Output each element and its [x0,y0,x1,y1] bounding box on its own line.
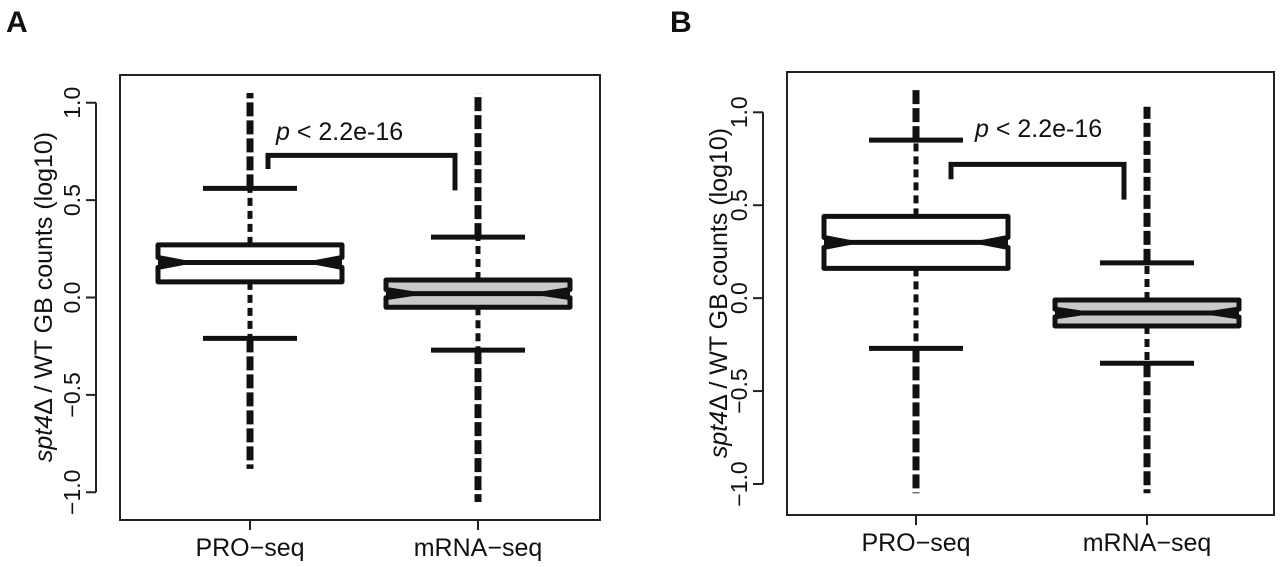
x-tick-label: PRO−seq [861,529,970,557]
y-tick-label: −0.5 [59,372,85,417]
y-axis-title-italic: spt4 [30,415,58,462]
p-value-label: p < 2.2e-16 [974,115,1102,143]
plot-frame [119,74,601,521]
y-axis-title-rest: Δ / WT GB counts (log10) [705,128,733,411]
significance-bracket [265,152,458,191]
y-tick-label: −0.5 [726,368,752,413]
plot-frame [786,71,1275,516]
x-tick-label: PRO−seq [195,534,304,562]
y-axis-title-rest: Δ / WT GB counts (log10) [30,132,58,415]
panel-label: A [6,6,28,39]
p-value-italic: p [974,115,989,143]
y-tick-label: 0.5 [59,184,85,216]
y-tick-label: −1.0 [59,470,85,515]
x-tick-label: mRNA−seq [414,534,543,562]
y-axis-title: spt4Δ / WT GB counts (log10) [705,128,733,458]
y-tick-label: 1.0 [726,96,752,128]
box-1 [155,93,345,469]
box-2 [383,93,573,502]
y-axis-title-italic: spt4 [705,411,733,458]
significance-bracket [948,161,1127,200]
box-2 [1052,106,1242,494]
y-tick-label: 0.0 [59,282,85,314]
y-tick-label: 1.0 [59,87,85,119]
x-tick-label: mRNA−seq [1083,529,1212,557]
y-tick-label: 0.5 [726,189,752,221]
y-tick-label: 0.0 [726,282,752,314]
y-axis-title: spt4Δ / WT GB counts (log10) [30,132,58,462]
y-tick-label: −1.0 [726,461,752,506]
box-1 [821,90,1011,494]
p-value-text: < 2.2e-16 [290,118,403,146]
p-value-label: p < 2.2e-16 [275,118,403,146]
p-value-text: < 2.2e-16 [989,115,1102,143]
panel-label: B [670,6,692,39]
p-value-italic: p [275,118,290,146]
